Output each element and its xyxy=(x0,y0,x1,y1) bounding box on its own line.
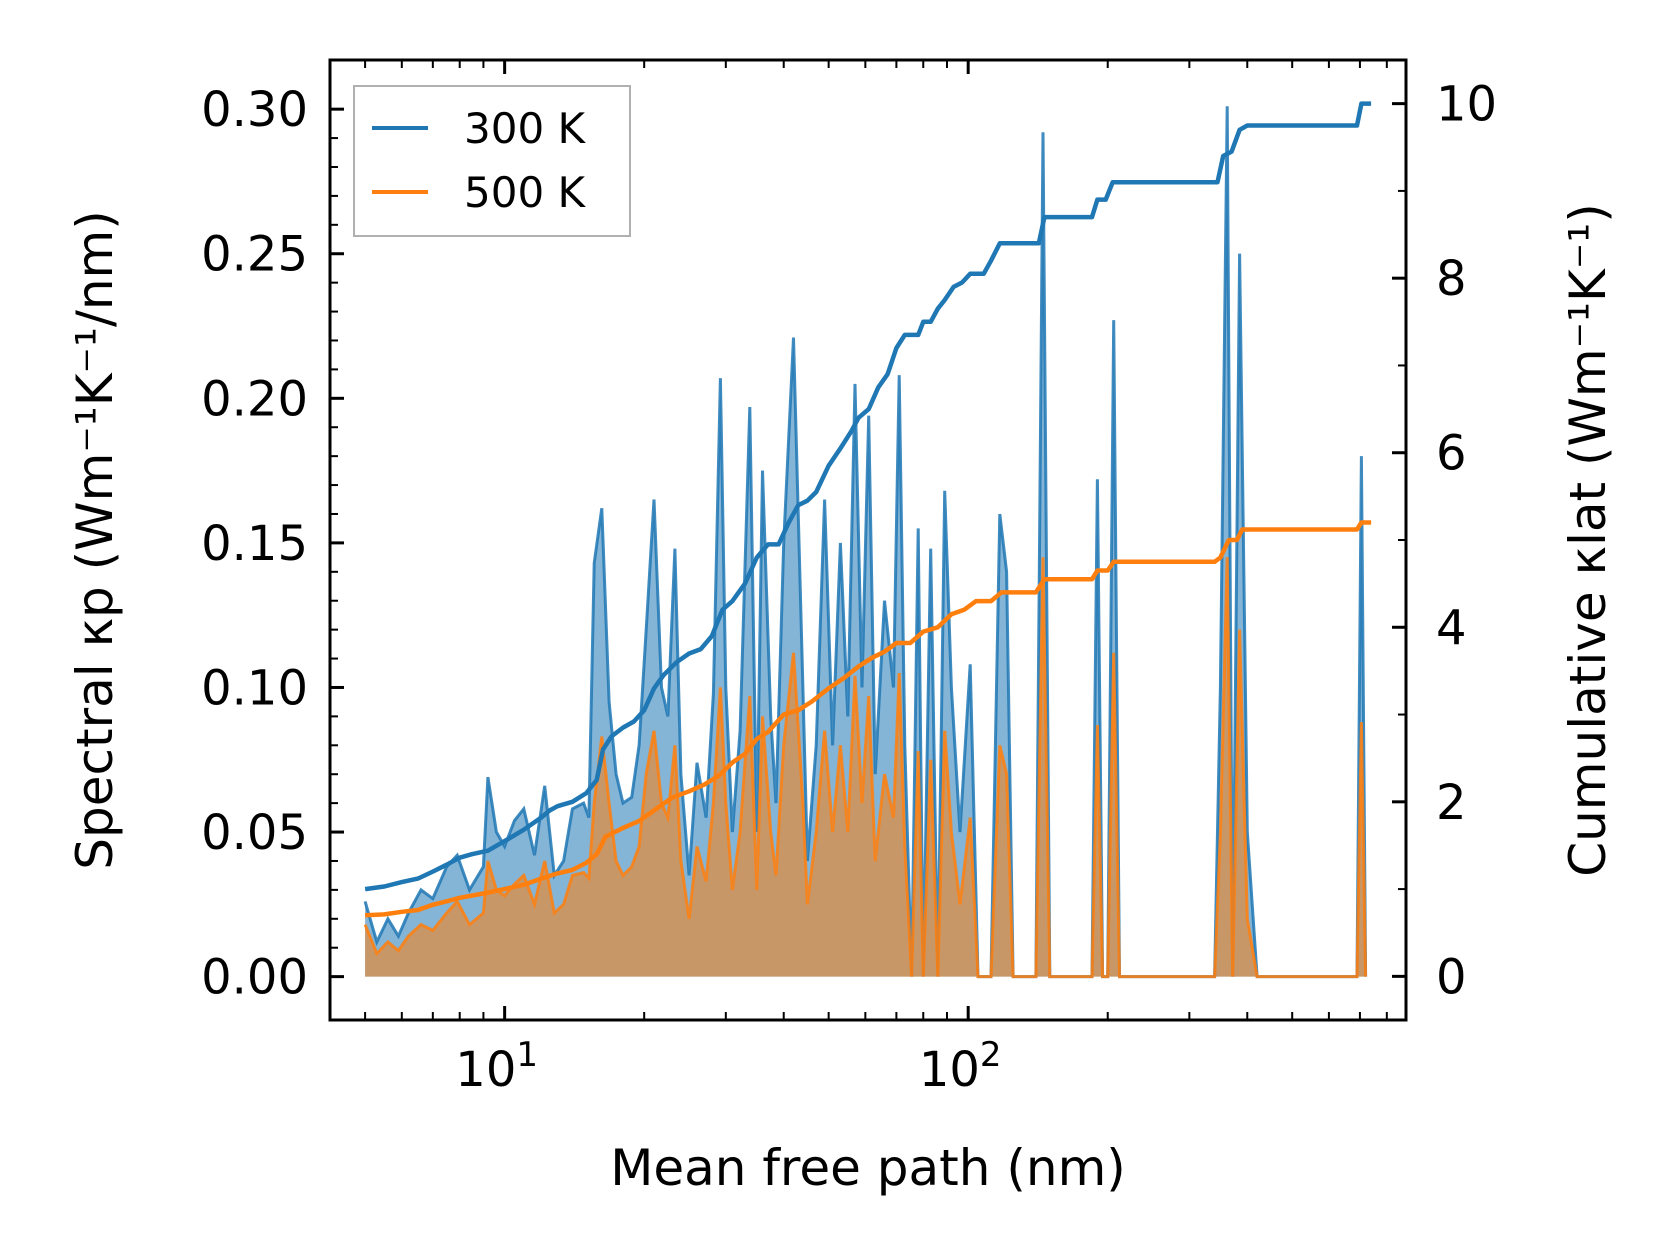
series-layer xyxy=(363,101,1372,979)
y-right-tick-label: 8 xyxy=(1436,251,1467,307)
cumulative-line-300k xyxy=(364,101,1372,892)
y-left-tick-label: 0.25 xyxy=(201,227,308,283)
y-right-tick-label: 10 xyxy=(1436,77,1497,133)
y-right-tick-label: 4 xyxy=(1436,600,1467,656)
y-right-tick-label: 2 xyxy=(1436,775,1467,831)
y-right-axis-title: Cumulative κlat (Wm⁻¹K⁻¹) xyxy=(1559,203,1617,877)
x-tick-label: 102 xyxy=(919,1035,1002,1098)
y-left-tick-label: 0.00 xyxy=(201,950,308,1006)
cumulative-line-500k xyxy=(364,520,1372,918)
legend-frame xyxy=(353,85,631,237)
legend-label-500k: 500 K xyxy=(464,168,587,217)
y-left-tick-label: 0.05 xyxy=(201,805,308,861)
legend: 300 K 500 K xyxy=(353,85,631,237)
legend-label-300k: 300 K xyxy=(464,104,587,153)
spectral-line-300k xyxy=(363,106,1368,979)
spectral-line-500k xyxy=(363,557,1368,979)
y-left-tick-label: 0.15 xyxy=(201,516,308,572)
y-left-tick-label: 0.10 xyxy=(201,660,308,716)
y-right-tick-label: 6 xyxy=(1436,426,1467,482)
axes-layer: 101 102 0.00 0.05 0.10 0.15 0.20 0.25 0.30 0 2 4 6 8 1… xyxy=(201,58,1497,1098)
x-axis-title: Mean free path (nm) xyxy=(610,1139,1126,1197)
y-left-tick-label: 0.30 xyxy=(201,82,308,138)
x-tick-label: 101 xyxy=(455,1035,538,1098)
y-left-tick-label: 0.20 xyxy=(201,371,308,427)
y-left-axis-title: Spectral κp (Wm⁻¹K⁻¹/nm) xyxy=(66,210,124,869)
y-right-tick-label: 0 xyxy=(1436,949,1467,1005)
